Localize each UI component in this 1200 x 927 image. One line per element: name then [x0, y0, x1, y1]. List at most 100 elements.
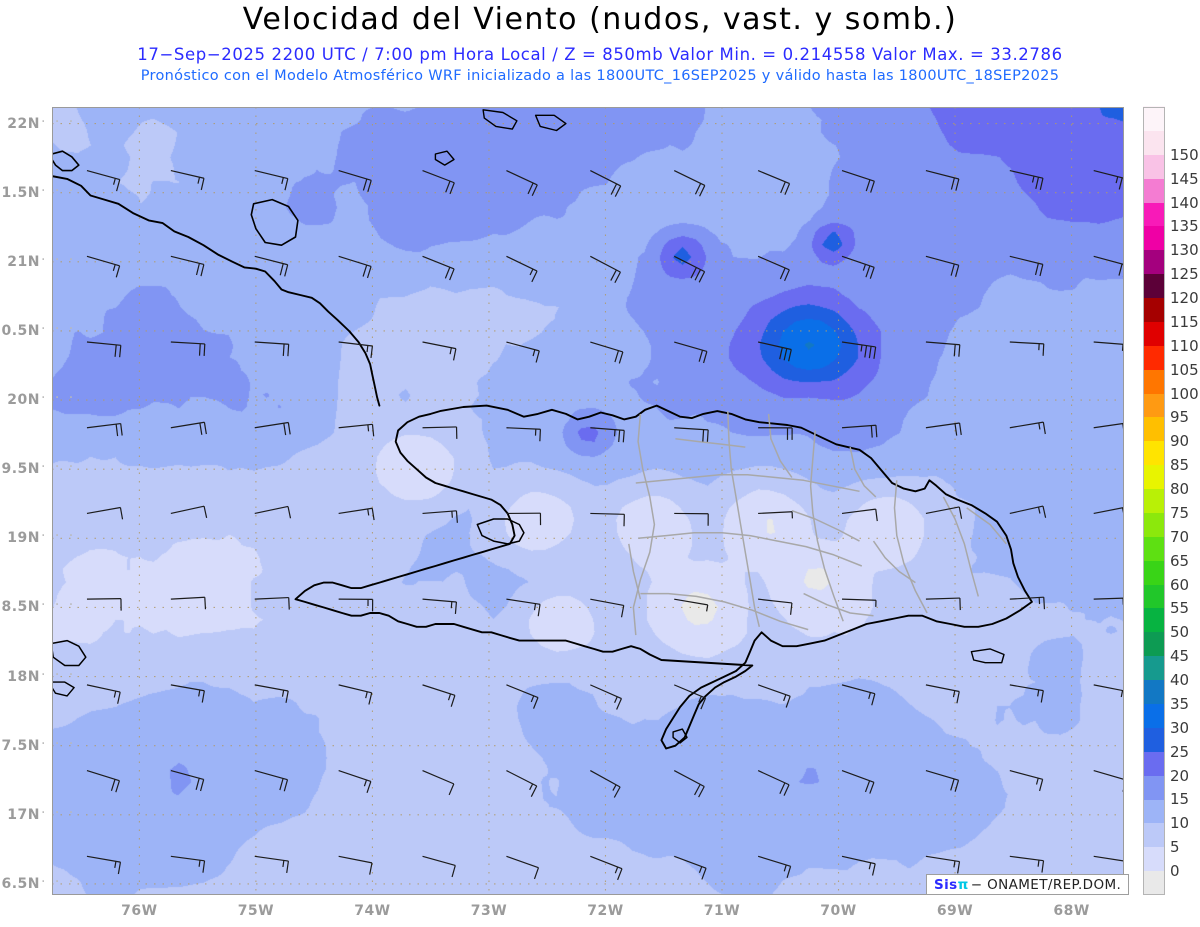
wind-barb: [758, 427, 793, 440]
wind-barb: [841, 508, 878, 522]
wind-barb: [506, 427, 541, 442]
colorbar-tick-label: 70: [1170, 527, 1190, 546]
credit-sis-text: Sis: [934, 876, 958, 893]
colorbar-tick-label: 0: [1170, 862, 1180, 881]
wind-barb: [422, 426, 458, 439]
wind-barb: [757, 170, 791, 195]
colorbar-tick-label: 150: [1170, 145, 1199, 164]
map-plot-area[interactable]: [52, 107, 1124, 895]
wind-barb: [590, 684, 623, 710]
colorbar-segment: [1143, 178, 1165, 203]
colorbar-segment: [1143, 273, 1165, 299]
credit-pi-icon: π: [957, 876, 969, 893]
y-axis-tick-label: 6.5N: [1, 875, 40, 892]
colorbar-segment: [1143, 369, 1165, 394]
wind-barb: [757, 855, 792, 878]
wind-barb: [1009, 769, 1044, 792]
wind-barb: [506, 255, 538, 283]
wind-barb: [422, 855, 456, 878]
colorbar-tick-label: 100: [1170, 384, 1199, 403]
wind-barb: [254, 684, 289, 703]
wind-barb: [338, 855, 373, 875]
province-border: [628, 543, 642, 600]
wind-barb: [338, 255, 372, 279]
colorbar-segment: [1143, 536, 1165, 561]
wind-barb: [86, 598, 122, 611]
colorbar-segment: [1143, 201, 1165, 227]
wind-barb: [1093, 255, 1124, 277]
y-axis-tick-label: 21N: [7, 253, 40, 270]
wind-barb: [338, 507, 375, 521]
wind-barb: [506, 170, 538, 197]
coastline: [52, 681, 75, 697]
y-axis-tick-marks: · · ·: [41, 873, 76, 890]
province-border: [809, 430, 844, 622]
wind-barb: [506, 770, 538, 797]
wind-barb: [506, 855, 540, 880]
wind-barb: [170, 684, 205, 703]
wind-barb: [506, 341, 540, 363]
wind-barb: [674, 427, 709, 442]
x-axis-tick-label: 71W: [703, 903, 741, 919]
wind-barb: [86, 684, 121, 704]
colorbar-segment: [1143, 751, 1165, 776]
colorbar-tick-label: 105: [1170, 360, 1199, 379]
wind-barb: [1009, 421, 1046, 435]
wind-barb: [757, 255, 790, 282]
wind-barb: [170, 596, 207, 610]
colorbar-tick-label: 30: [1170, 718, 1190, 737]
coastline: [52, 175, 381, 407]
colorbar-tick-label: 75: [1170, 503, 1190, 522]
wind-barbs: [86, 170, 1124, 881]
y-axis-tick-label: 18N: [7, 668, 40, 685]
colorbar-segment: [1143, 249, 1165, 275]
y-axis-tick-label: 9.5N: [1, 461, 40, 478]
colorbar-segment: [1143, 321, 1165, 346]
colorbar-tick-label: 90: [1170, 432, 1190, 451]
wind-barb: [86, 506, 124, 520]
wind-barb: [1093, 597, 1124, 605]
province-border: [640, 592, 809, 631]
colorbar-segment: [1143, 345, 1165, 370]
chart-header: Velocidad del Viento (nudos, vast. y som…: [0, 0, 1200, 95]
colorbar-segment: [1143, 106, 1165, 131]
colorbar-segment: [1143, 154, 1165, 179]
colorbar-segment: [1143, 679, 1165, 704]
x-axis-tick-label: 72W: [587, 903, 624, 919]
wind-barb: [841, 598, 877, 607]
colorbar-tick-label: 15: [1170, 790, 1190, 809]
wind-barb: [925, 341, 961, 357]
colorbar-segment: [1143, 846, 1165, 872]
colorbar-tick-label: 120: [1170, 289, 1199, 308]
wind-barb: [1009, 684, 1044, 703]
province-border: [635, 473, 860, 493]
wind-barb: [673, 170, 706, 197]
colorbar[interactable]: [1143, 106, 1165, 895]
wind-barb: [86, 170, 121, 192]
wind-barb: [422, 598, 458, 614]
colorbar-tick-label: 110: [1170, 336, 1199, 355]
province-border: [767, 413, 793, 478]
y-axis-tick-label: 8.5N: [1, 599, 40, 616]
wind-barb: [170, 341, 206, 356]
credit-badge: Sis π − ONAMET/REP.DOM.: [926, 874, 1130, 895]
wind-barb: [86, 422, 123, 437]
colorbar-segment: [1143, 703, 1165, 728]
wind-barb: [254, 170, 289, 191]
wind-barb: [506, 598, 541, 617]
wind-barb: [1009, 255, 1044, 277]
colorbar-tick-label: 65: [1170, 551, 1190, 570]
colorbar-tick-label: 115: [1170, 312, 1199, 331]
wind-barb: [86, 341, 122, 358]
y-axis-tick-marks: · · ·: [41, 251, 76, 268]
colorbar-segment: [1143, 488, 1165, 513]
colorbar-segment: [1143, 584, 1165, 609]
wind-barb: [841, 170, 875, 193]
wind-barb: [338, 684, 373, 705]
colorbar-segment: [1143, 655, 1165, 681]
wind-barb: [590, 512, 625, 527]
y-axis-tick-label: 17N: [7, 806, 40, 823]
coastline: [672, 728, 688, 744]
colorbar-segment: [1143, 512, 1165, 537]
y-axis-tick-label: 0.5N: [1, 322, 40, 339]
